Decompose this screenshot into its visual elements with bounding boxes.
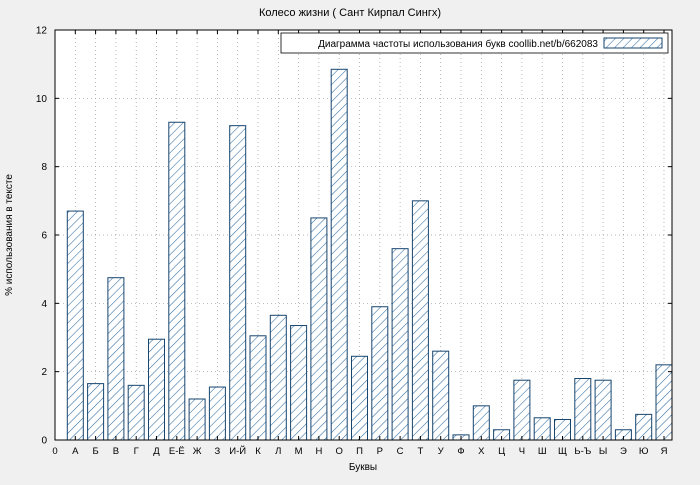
tick-labels: 0 А Б В Г Д Е-Ё Ж З И-Й К Л М Н О П Р С Т У Ф Х Ц Ч Ш Щ Ь-Ъ Ы Э Ю Я 0 2 4… (36, 26, 668, 458)
bar-Х (472, 405, 490, 441)
x-tick-label-О: О (336, 446, 343, 457)
bar-И-Й (229, 125, 247, 441)
bar-Л (269, 314, 287, 441)
x-tick-label-П: П (356, 446, 363, 457)
bar-Ь-Ъ (574, 378, 592, 441)
x-tick-label-Р: Р (377, 446, 383, 457)
y-axis-label: % использования в тексте (4, 174, 15, 296)
y-tick-label-12: 12 (36, 26, 48, 37)
x-tick-label-Ы: Ы (599, 446, 607, 457)
y-tick-label-10: 10 (36, 94, 48, 105)
x-tick-label-Т: Т (417, 446, 423, 457)
bar-А (66, 210, 84, 441)
bar-Б (87, 383, 105, 441)
x-tick-label-Л: Л (275, 446, 281, 457)
axes (54, 29, 673, 441)
bars-group (66, 68, 673, 441)
bar-Ж (188, 398, 206, 441)
legend-box (280, 32, 669, 54)
x-tick-label-Щ: Щ (558, 446, 567, 457)
bar-Я (655, 364, 673, 441)
bar-М (290, 325, 308, 441)
x-tick-label-Ю: Ю (639, 446, 649, 457)
bar-Н (310, 217, 328, 441)
x-tick-label-К: К (255, 446, 261, 457)
x-tick-label-М: М (295, 446, 303, 457)
x-tick-label-Ш: Ш (538, 446, 547, 457)
x-tick-label-Х: Х (478, 446, 485, 457)
chart-title: Колесо жизни ( Сант Кирпал Сингх) (259, 7, 441, 19)
legend-swatch (603, 37, 663, 49)
x-axis-label: Буквы (349, 462, 377, 473)
bar-Ы (594, 379, 612, 441)
x-tick-label-Ж: Ж (193, 446, 202, 457)
x-tick-label-Э: Э (620, 446, 627, 457)
y-tick-label-0: 0 (41, 436, 47, 447)
x-tick-label-А: А (72, 446, 79, 457)
bar-Ч (513, 379, 531, 441)
x-tick-label-Я: Я (661, 446, 668, 457)
x-tick-label-0: 0 (52, 446, 57, 457)
bar-Д (148, 338, 165, 441)
y-tick-label-4: 4 (41, 299, 47, 310)
bar-К (249, 335, 267, 441)
bar-П (351, 355, 368, 441)
bar-З (208, 386, 226, 441)
x-tick-label-У: У (438, 446, 445, 457)
bar-О (330, 68, 348, 441)
legend-label: Диаграмма частоты использования букв coo… (318, 38, 598, 50)
x-tick-label-Н: Н (315, 446, 322, 457)
x-tick-label-Д: Д (153, 446, 160, 457)
bar-Р (371, 306, 389, 441)
x-tick-label-Е-Ё: Е-Ё (169, 446, 185, 457)
bar-Г (127, 384, 145, 441)
y-tick-label-8: 8 (41, 162, 47, 173)
bar-В (107, 277, 125, 441)
y-tick-label-6: 6 (41, 231, 47, 242)
x-tick-label-И-Й: И-Й (229, 445, 246, 457)
x-tick-label-С: С (397, 446, 404, 457)
x-tick-label-Ц: Ц (498, 446, 505, 457)
x-tick-label-Б: Б (92, 446, 98, 457)
y-tick-label-2: 2 (41, 367, 47, 378)
x-tick-label-З: З (215, 446, 221, 457)
x-tick-label-В: В (113, 446, 119, 457)
legend: Диаграмма частоты использования букв coo… (280, 32, 669, 54)
x-tick-label-Г: Г (134, 446, 139, 457)
bar-Е-Ё (168, 121, 186, 441)
x-tick-label-Ч: Ч (519, 446, 525, 457)
bar-У (432, 350, 450, 441)
bar-Т (411, 200, 429, 441)
gridlines (55, 29, 672, 440)
x-tick-label-Ф: Ф (457, 446, 464, 457)
bar-С (391, 248, 409, 441)
x-tick-label-Ь-Ъ: Ь-Ъ (574, 446, 591, 457)
